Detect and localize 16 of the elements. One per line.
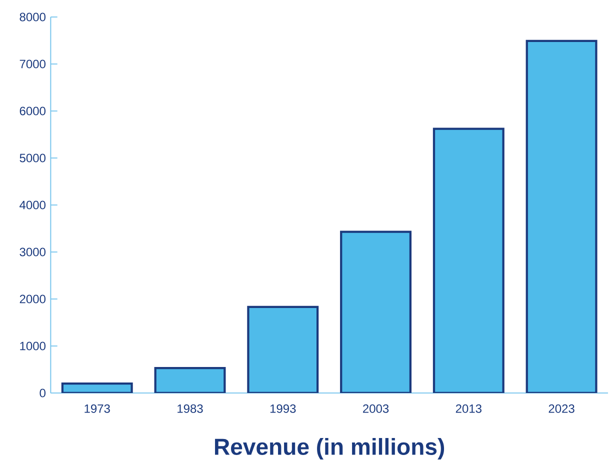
x-tick-label: 1993 [270,404,296,413]
x-tick-label: 1983 [178,404,203,413]
x-tick-label: 1973 [84,404,110,413]
y-tick-label: 6000 [20,106,46,116]
x-tick-label: 2003 [363,404,389,413]
x-tick-label: 2013 [456,404,482,413]
x-tick-label: 2023 [548,404,574,413]
y-tick-label: 7000 [20,60,46,68]
y-tick-label: 2000 [20,294,46,304]
y-tick-label: 3000 [20,248,46,256]
y-tick-label: 1000 [20,342,46,350]
y-tick-label: 4000 [20,200,46,210]
y-tick-label: 0 [40,388,46,398]
x-axis-title: Revenue (in millions) [215,438,444,460]
y-tick-label: 5000 [20,154,46,162]
y-tick-label: 8000 [20,12,46,22]
